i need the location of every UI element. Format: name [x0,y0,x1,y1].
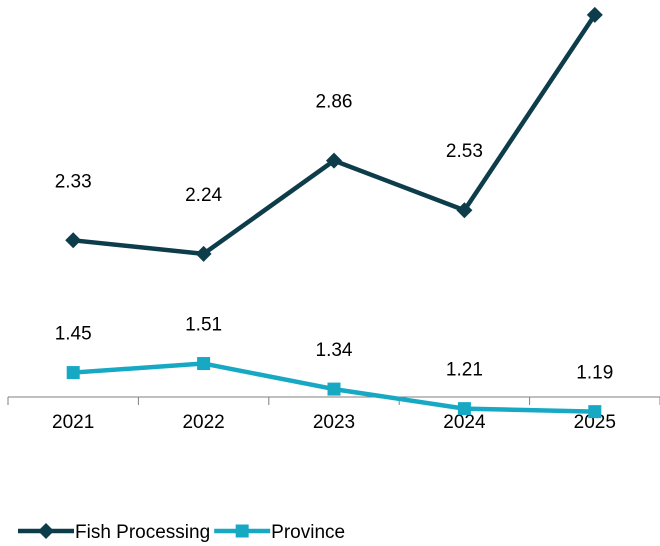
x-tick-label: 2023 [313,412,355,433]
legend-marker [235,524,249,538]
plot-area: 2.332.242.862.533.831.451.511.341.211.19 [55,6,613,419]
data-label: 1.21 [446,360,483,381]
data-label: 1.51 [185,315,222,336]
x-tick-label: 2022 [182,412,224,433]
data-label: 1.34 [316,340,353,361]
data-point-marker [457,402,471,416]
legend-marker [38,523,54,539]
data-point-marker [195,245,212,262]
legend-item: Fish Processing [18,522,210,543]
x-tick-label: 2025 [574,412,616,433]
series-province: 1.45 1.51 1.34 1.21 1.19 [55,315,613,419]
data-point-marker [197,357,211,371]
data-label: 2.33 [55,171,92,192]
data-label: 2.53 [446,141,483,162]
legend-label: Province [271,522,345,543]
data-label: 2.24 [185,185,222,206]
data-point-marker [326,152,342,169]
data-label: 1.19 [576,363,613,384]
legend-label: Fish Processing [75,522,210,543]
x-axis: 2021 2022 2023 2024 2025 [7,396,660,433]
data-point-marker [327,382,341,396]
data-point-marker [65,232,82,249]
series-fish-processing: 2.332.242.862.533.83 [55,6,603,262]
data-label: 2.86 [316,92,353,113]
series-line [72,13,597,257]
legend-item: Province [214,522,345,543]
x-tick-label: 2024 [443,412,486,433]
x-tick-label: 2021 [52,412,94,433]
data-point-marker [586,6,603,23]
legend: Fish Processing Province [18,522,345,543]
data-point-marker [456,202,473,219]
data-point-marker [66,366,80,380]
data-point-marker [588,405,602,419]
data-label: 1.45 [55,324,92,345]
